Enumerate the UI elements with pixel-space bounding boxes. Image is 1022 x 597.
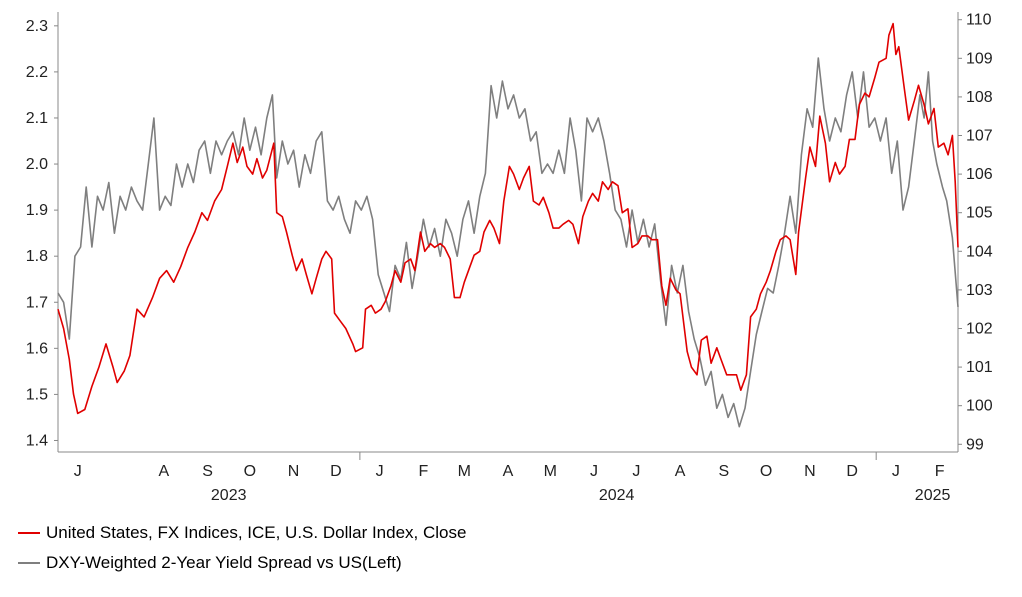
right-tick-label: 109 [966,50,993,67]
year-label: 2023 [211,487,247,504]
left-tick-label: 2.1 [26,110,48,127]
right-tick-label: 106 [966,166,993,183]
month-label: J [376,463,384,480]
series-line-yield-spread [57,57,959,428]
right-tick-label: 99 [966,436,984,453]
month-label: F [418,463,428,480]
legend-swatch-red [18,532,40,534]
legend-label-dxy: United States, FX Indices, ICE, U.S. Dol… [46,523,467,542]
series-line-dxy [57,22,959,415]
month-label: N [804,463,816,480]
month-label: M [458,463,471,480]
month-label: J [74,463,82,480]
left-tick-label: 1.6 [26,340,48,357]
month-label: F [935,463,945,480]
left-tick-label: 1.9 [26,202,48,219]
right-tick-label: 107 [966,128,993,145]
left-axis-ticks: 1.4 1.5 1.6 1.7 1.8 1.9 2.0 2.1 2.2 2.3 [26,18,58,449]
month-label: A [158,463,169,480]
chart-axes [57,12,959,453]
right-tick-label: 102 [966,320,993,337]
left-tick-label: 1.8 [26,248,48,265]
month-label: M [544,463,557,480]
month-label: A [503,463,514,480]
right-tick-label: 110 [966,12,992,29]
month-label: J [632,463,640,480]
right-tick-label: 103 [966,282,993,299]
legend-swatch-gray [18,562,40,564]
month-label: O [244,463,256,480]
left-tick-label: 1.5 [26,386,48,403]
right-tick-label: 108 [966,89,993,106]
right-tick-label: 104 [966,243,993,260]
left-tick-label: 1.4 [26,432,48,449]
legend-item-dxy: United States, FX Indices, ICE, U.S. Dol… [18,523,466,543]
legend-label-spread: DXY-Weighted 2-Year Yield Spread vs US(L… [46,553,402,572]
month-label: D [330,463,342,480]
left-tick-label: 2.3 [26,18,48,35]
left-tick-label: 2.2 [26,64,48,81]
month-label: J [590,463,598,480]
month-label: N [288,463,300,480]
year-label: 2024 [599,487,635,504]
x-axis-ticks: J A S O N D J F M A M J J A S O N D J F 2023 2024 2025 [74,452,951,504]
month-label: D [846,463,858,480]
left-tick-label: 1.7 [26,294,48,311]
left-tick-label: 2.0 [26,156,48,173]
month-label: O [760,463,772,480]
month-label: A [675,463,686,480]
month-label: S [202,463,213,480]
right-tick-label: 105 [966,205,993,222]
legend-item-spread: DXY-Weighted 2-Year Yield Spread vs US(L… [18,553,402,573]
month-label: J [892,463,900,480]
series-layer [57,22,959,428]
month-label: S [718,463,729,480]
right-axis-ticks: 99 100 101 102 103 104 105 106 107 108 109 110 [958,12,993,453]
right-tick-label: 100 [966,398,993,415]
year-label: 2025 [915,487,951,504]
right-tick-label: 101 [966,359,993,376]
